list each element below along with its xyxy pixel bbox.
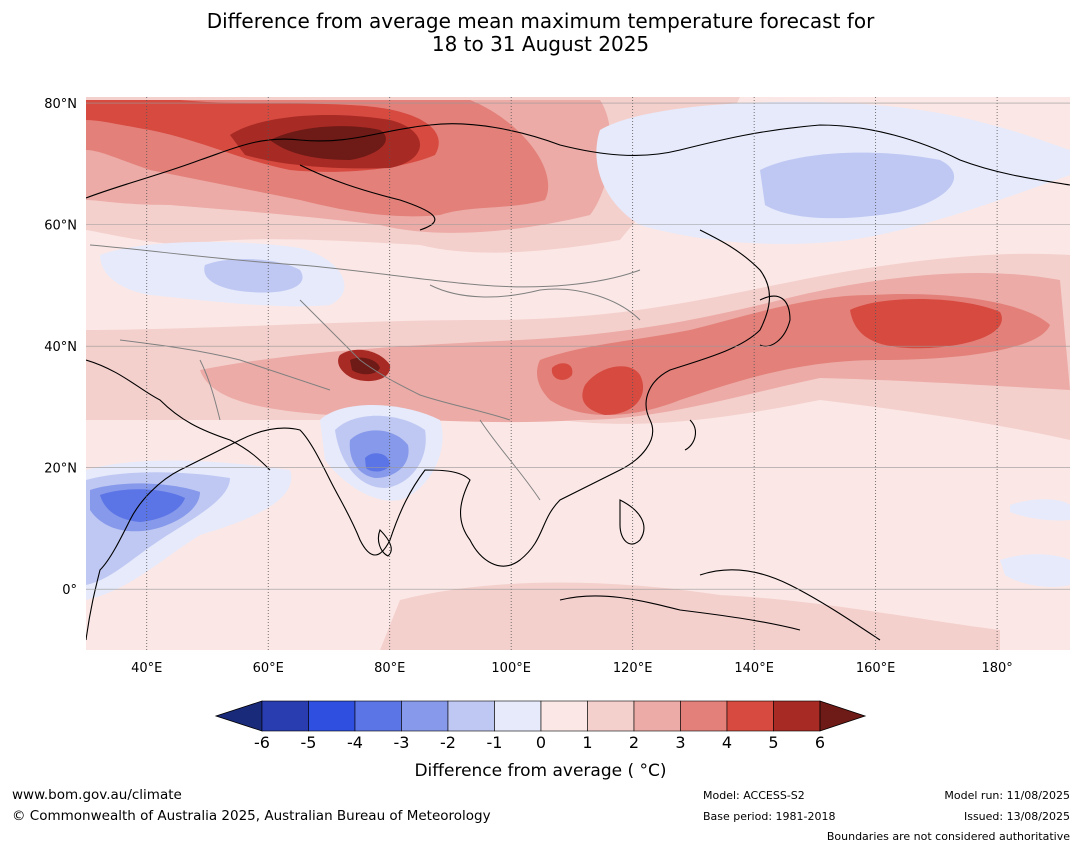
colorbar-swatch bbox=[773, 700, 821, 732]
colorbar-extend-low bbox=[214, 700, 263, 732]
base-period: Base period: 1981-2018 bbox=[703, 810, 836, 823]
latitude-label: 80°N bbox=[44, 97, 77, 112]
longitude-label: 120°E bbox=[613, 661, 653, 676]
cool-ne-siberia-2 bbox=[760, 152, 955, 219]
warm-pacific-core bbox=[850, 298, 1002, 349]
colorbar-swatch bbox=[401, 700, 449, 732]
colorbar-tick-label: 2 bbox=[629, 733, 639, 752]
latitude-label: 40°N bbox=[44, 340, 77, 355]
colorbar-tick-label: -6 bbox=[254, 733, 270, 752]
cool-east-pacific bbox=[1000, 554, 1070, 587]
colorbar-swatch bbox=[680, 700, 728, 732]
colorbar-tick-label: 3 bbox=[675, 733, 685, 752]
map-title: Difference from average mean maximum tem… bbox=[0, 10, 1081, 56]
colorbar-tick-label: 0 bbox=[536, 733, 546, 752]
colorbar-swatch bbox=[587, 700, 635, 732]
warm-maritime bbox=[380, 582, 1000, 650]
copyright-text: © Commonwealth of Australia 2025, Austra… bbox=[12, 808, 491, 824]
title-line-1: Difference from average mean maximum tem… bbox=[206, 9, 875, 33]
cool-india-4 bbox=[365, 453, 390, 472]
colorbar-tick-label: 4 bbox=[722, 733, 732, 752]
colorbar-swatch bbox=[354, 700, 402, 732]
warm-peak-russia-2 bbox=[270, 126, 386, 160]
colorbar-tick-label: 1 bbox=[582, 733, 592, 752]
latitude-labels: 80°N 60°N 40°N 20°N 0° bbox=[44, 97, 77, 598]
colorbar-tick-label: 5 bbox=[768, 733, 778, 752]
colorbar: -6 -5 -4 -3 -2 -1 0 1 2 3 4 5 6 bbox=[214, 700, 867, 752]
colorbar-swatch bbox=[447, 700, 495, 732]
colorbar-tick-label: -4 bbox=[347, 733, 363, 752]
longitude-label: 140°E bbox=[734, 661, 774, 676]
longitude-labels: 40°E 60°E 80°E 100°E 120°E 140°E 160°E 180° bbox=[131, 661, 1013, 676]
colorbar-swatch bbox=[726, 700, 774, 732]
colorbar-swatch bbox=[308, 700, 356, 732]
boundaries-disclaimer: Boundaries are not considered authoritat… bbox=[826, 830, 1070, 843]
longitude-label: 60°E bbox=[253, 661, 284, 676]
warm-china-core bbox=[582, 366, 644, 415]
model-run-date: Model run: 11/08/2025 bbox=[944, 789, 1070, 802]
longitude-label: 80°E bbox=[374, 661, 405, 676]
longitude-label: 40°E bbox=[131, 661, 162, 676]
website-link[interactable]: www.bom.gov.au/climate bbox=[12, 787, 182, 803]
title-line-2: 18 to 31 August 2025 bbox=[431, 32, 650, 56]
issued-date: Issued: 13/08/2025 bbox=[963, 810, 1070, 823]
colorbar-swatch bbox=[261, 700, 309, 732]
latitude-label: 0° bbox=[62, 583, 77, 598]
warm-china-core-2 bbox=[551, 363, 573, 380]
coastlines bbox=[86, 123, 1070, 641]
colorbar-tick-label: 6 bbox=[815, 733, 825, 752]
cool-central-asia-2 bbox=[204, 258, 303, 293]
latitude-label: 60°N bbox=[44, 219, 77, 234]
cool-arabia-4 bbox=[100, 489, 185, 522]
colorbar-extend-high bbox=[819, 700, 867, 732]
model-name: Model: ACCESS-S2 bbox=[703, 789, 805, 802]
map-panel bbox=[86, 97, 1070, 650]
map-gridlines bbox=[86, 97, 1070, 650]
latitude-label: 20°N bbox=[44, 462, 77, 477]
longitude-label: 180° bbox=[981, 661, 1012, 676]
anomaly-contours bbox=[86, 97, 1070, 650]
colorbar-tick-label: -1 bbox=[487, 733, 503, 752]
cool-east-pacific-2 bbox=[1010, 499, 1070, 521]
colorbar-swatch bbox=[494, 700, 542, 732]
longitude-label: 100°E bbox=[491, 661, 531, 676]
colorbar-tick-label: -3 bbox=[394, 733, 410, 752]
warm-tibet-core bbox=[350, 357, 380, 375]
longitude-label: 160°E bbox=[856, 661, 896, 676]
colorbar-tick-label: -2 bbox=[440, 733, 456, 752]
colorbar-swatch bbox=[540, 700, 588, 732]
colorbar-tick-label: -5 bbox=[301, 733, 317, 752]
colorbar-title: Difference from average ( °C) bbox=[414, 761, 667, 781]
colorbar-swatch bbox=[633, 700, 681, 732]
